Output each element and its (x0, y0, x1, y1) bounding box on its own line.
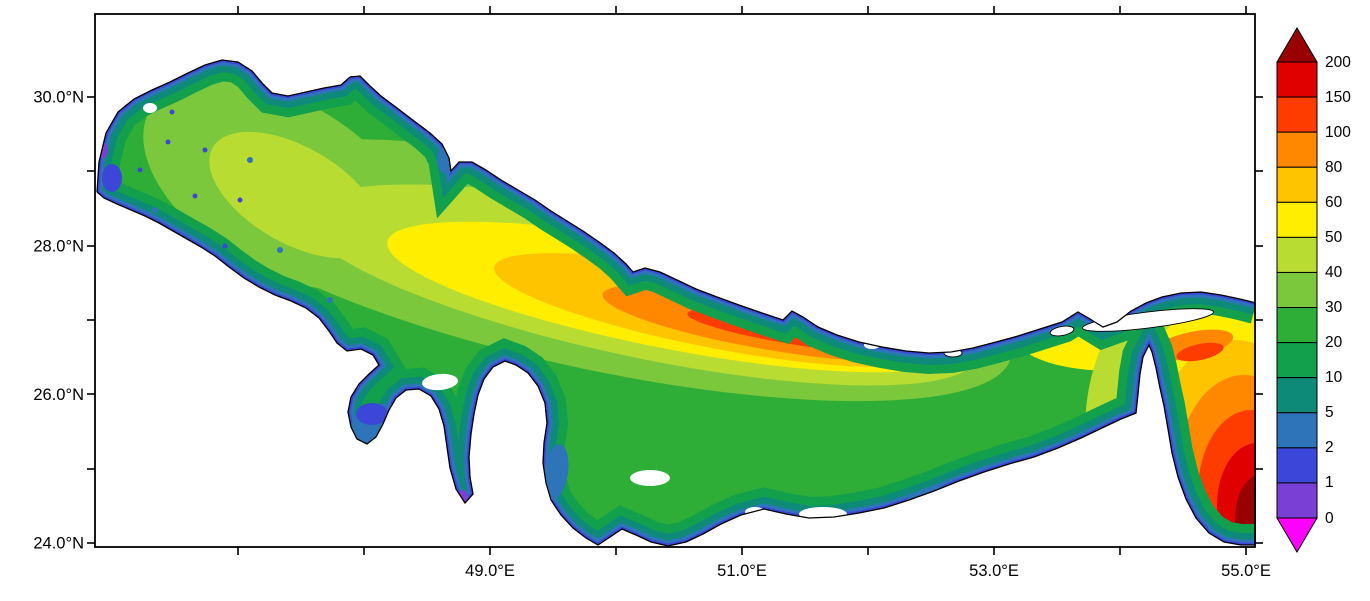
colorbar-label-1: 1 (1325, 474, 1334, 491)
axis-ticks (87, 6, 1263, 555)
colorbar-seg-40-50 (1276, 236, 1318, 273)
colorbar-seg-150-200 (1276, 61, 1318, 98)
colorbar-seg-100-150 (1276, 96, 1318, 133)
colorbar-under-arrow (1276, 517, 1318, 553)
x-tick-label-51e: 51.0°E (717, 562, 767, 580)
colorbar-label-60: 60 (1325, 194, 1343, 211)
low-patch-north-headland (437, 146, 457, 174)
colorbar-label-5: 5 (1325, 404, 1334, 421)
colorbar-seg-1-2 (1276, 447, 1318, 484)
colorbar-label-80: 80 (1325, 159, 1343, 176)
colorbar-label-10: 10 (1325, 369, 1343, 386)
colorbar-seg-10-20 (1276, 342, 1318, 379)
colorbar-seg-30-40 (1276, 271, 1318, 309)
y-tick-label-26n: 26.0°N (33, 386, 84, 404)
island-bahrain (400, 393, 418, 421)
x-tick-label-55e: 55.0°E (1221, 562, 1271, 580)
colorbar-seg-80-100 (1276, 131, 1318, 168)
colorbar-label-0: 0 (1325, 510, 1334, 527)
colorbar-seg-20-30 (1276, 307, 1318, 344)
colorbar-label-30: 30 (1325, 299, 1343, 316)
y-tick-label-28n: 28.0°N (33, 238, 84, 256)
plot-frame (94, 13, 1256, 548)
colorbar-seg-60-80 (1276, 166, 1318, 203)
colorbar-seg-2-5 (1276, 412, 1318, 449)
colorbar-seg-0-1 (1276, 482, 1318, 519)
colorbar-label-20: 20 (1325, 334, 1343, 351)
colorbar-label-100: 100 (1325, 124, 1351, 141)
colorbar-label-2: 2 (1325, 439, 1334, 456)
low-patch-bahrain-bay-inner (356, 403, 388, 425)
colorbar-seg-50-60 (1276, 201, 1318, 238)
x-tick-label-53e: 53.0°E (969, 562, 1019, 580)
colorbar-label-50: 50 (1325, 229, 1343, 246)
hormuz-band-100-150 (1176, 342, 1224, 362)
low-patch-qatar-east (543, 444, 569, 500)
y-tick-label-24n: 24.0°N (33, 535, 84, 553)
colorbar-label-40: 40 (1325, 264, 1343, 281)
low-patch-nw-corner (102, 164, 122, 192)
x-tick-label-49e: 49.0°E (465, 562, 515, 580)
colorbar-label-150: 150 (1325, 89, 1351, 106)
island-qeshm (1082, 308, 1214, 332)
island-small-1 (1049, 325, 1075, 337)
y-tick-label-30n: 30.0°N (33, 89, 84, 107)
colorbar-seg-5-10 (1276, 377, 1318, 414)
colorbar: 200 150 100 80 60 50 40 30 20 10 5 2 1 0 (1276, 27, 1351, 553)
colorbar-label-200: 200 (1325, 54, 1351, 71)
gulf-field (97, 60, 1256, 546)
colorbar-over-arrow (1276, 27, 1318, 63)
